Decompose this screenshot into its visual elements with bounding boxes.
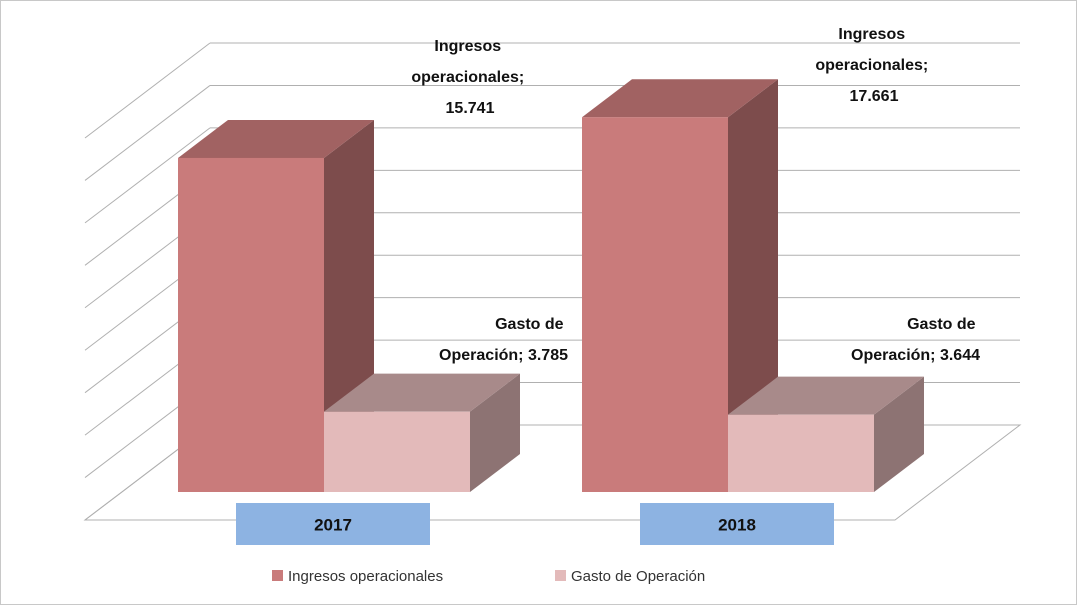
data-label: Ingresos operacionales; 17.661 xyxy=(815,26,932,105)
side-grid-line xyxy=(84,42,211,139)
legend-swatch xyxy=(272,570,283,581)
legend-swatch xyxy=(555,570,566,581)
x-tick-label: 2018 xyxy=(718,515,756,534)
data-label-line: operacionales; xyxy=(411,69,528,86)
bar-top xyxy=(728,376,924,415)
data-label-line: operacionales; xyxy=(815,57,932,74)
data-label-line: Ingresos xyxy=(434,38,505,55)
data-label-line: 17.661 xyxy=(850,88,899,105)
bar xyxy=(178,157,324,493)
x-tick-label: 2017 xyxy=(314,515,352,534)
side-grid-line xyxy=(84,127,211,224)
bar-side xyxy=(874,376,924,492)
category-box xyxy=(236,503,430,545)
data-label-line: Operación; 3.644 xyxy=(851,347,980,364)
data-label-line: Ingresos xyxy=(838,26,909,43)
data-label: Gasto de Operación; 3.785 xyxy=(439,316,568,364)
side-grid-line xyxy=(84,85,211,181)
bar xyxy=(728,414,874,492)
bar-side xyxy=(470,373,520,492)
data-label-line: 15.741 xyxy=(446,100,495,117)
data-label: Gasto de Operación; 3.644 xyxy=(851,316,980,364)
legend-label: Gasto de Operación xyxy=(571,568,705,585)
legend-label: Ingresos operacionales xyxy=(288,568,443,585)
bar xyxy=(582,117,728,492)
bar-top xyxy=(582,79,778,118)
category-box xyxy=(640,503,834,545)
data-label-line: Gasto de xyxy=(495,316,568,333)
data-label-line: Operación; 3.785 xyxy=(439,347,568,364)
bar xyxy=(324,411,470,492)
data-label-line: Gasto de xyxy=(907,316,980,333)
bar-top xyxy=(178,119,374,158)
data-label: Ingresos operacionales; 15.741 xyxy=(411,38,528,117)
bar-top xyxy=(324,373,520,412)
